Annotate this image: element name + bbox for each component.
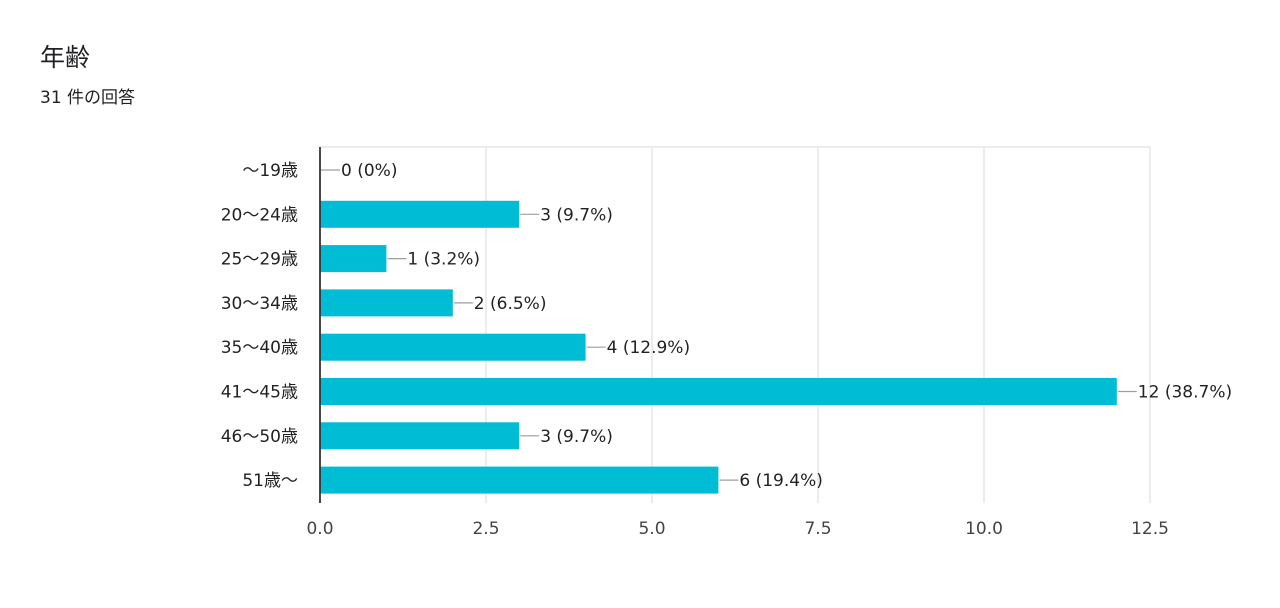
question-title: 年齢 xyxy=(40,43,91,72)
category-label: 51歳〜 xyxy=(242,471,298,491)
bar xyxy=(320,245,387,273)
bar xyxy=(320,466,719,494)
category-label: 30〜34歳 xyxy=(221,294,298,314)
data-label: 6 (19.4%) xyxy=(739,471,823,491)
data-labels: 0 (0%) 3 (9.7%) 1 (3.2%) 2 (6.5%) 4 (12.9%) 1… xyxy=(341,161,1232,491)
category-labels: 〜19歳 20〜24歳 25〜29歳 30〜34歳 35〜40歳 41〜45歳 46〜50歳… xyxy=(221,161,298,491)
x-tick-label: 12.5 xyxy=(1131,519,1169,539)
x-tick-label: 7.5 xyxy=(804,519,831,539)
category-label: 35〜40歳 xyxy=(221,338,298,358)
grid-lines xyxy=(320,146,1151,503)
bar xyxy=(320,333,586,361)
data-label: 4 (12.9%) xyxy=(607,338,691,358)
bar xyxy=(320,200,520,228)
x-tick-labels: 0.0 2.5 5.0 7.5 10.0 12.5 xyxy=(306,519,1168,539)
category-label: 46〜50歳 xyxy=(221,427,298,447)
category-label: 25〜29歳 xyxy=(221,250,298,270)
x-tick-label: 2.5 xyxy=(472,519,499,539)
data-label: 12 (38.7%) xyxy=(1138,383,1232,403)
x-tick-label: 0.0 xyxy=(306,519,333,539)
data-label: 3 (9.7%) xyxy=(540,427,613,447)
data-label: 2 (6.5%) xyxy=(474,294,547,314)
bar xyxy=(320,378,1117,405)
category-label: 〜19歳 xyxy=(242,161,298,181)
bar xyxy=(320,422,520,450)
x-tick-label: 5.0 xyxy=(638,519,665,539)
response-count: 31 件の回答 xyxy=(40,88,136,108)
data-label: 3 (9.7%) xyxy=(540,205,613,225)
bar xyxy=(320,289,453,317)
data-label: 0 (0%) xyxy=(341,161,397,181)
category-label: 41〜45歳 xyxy=(221,383,298,403)
category-label: 20〜24歳 xyxy=(221,205,298,225)
bars xyxy=(320,200,1117,494)
leader-lines xyxy=(321,169,1137,481)
data-label: 1 (3.2%) xyxy=(407,250,480,270)
x-tick-label: 10.0 xyxy=(965,519,1003,539)
